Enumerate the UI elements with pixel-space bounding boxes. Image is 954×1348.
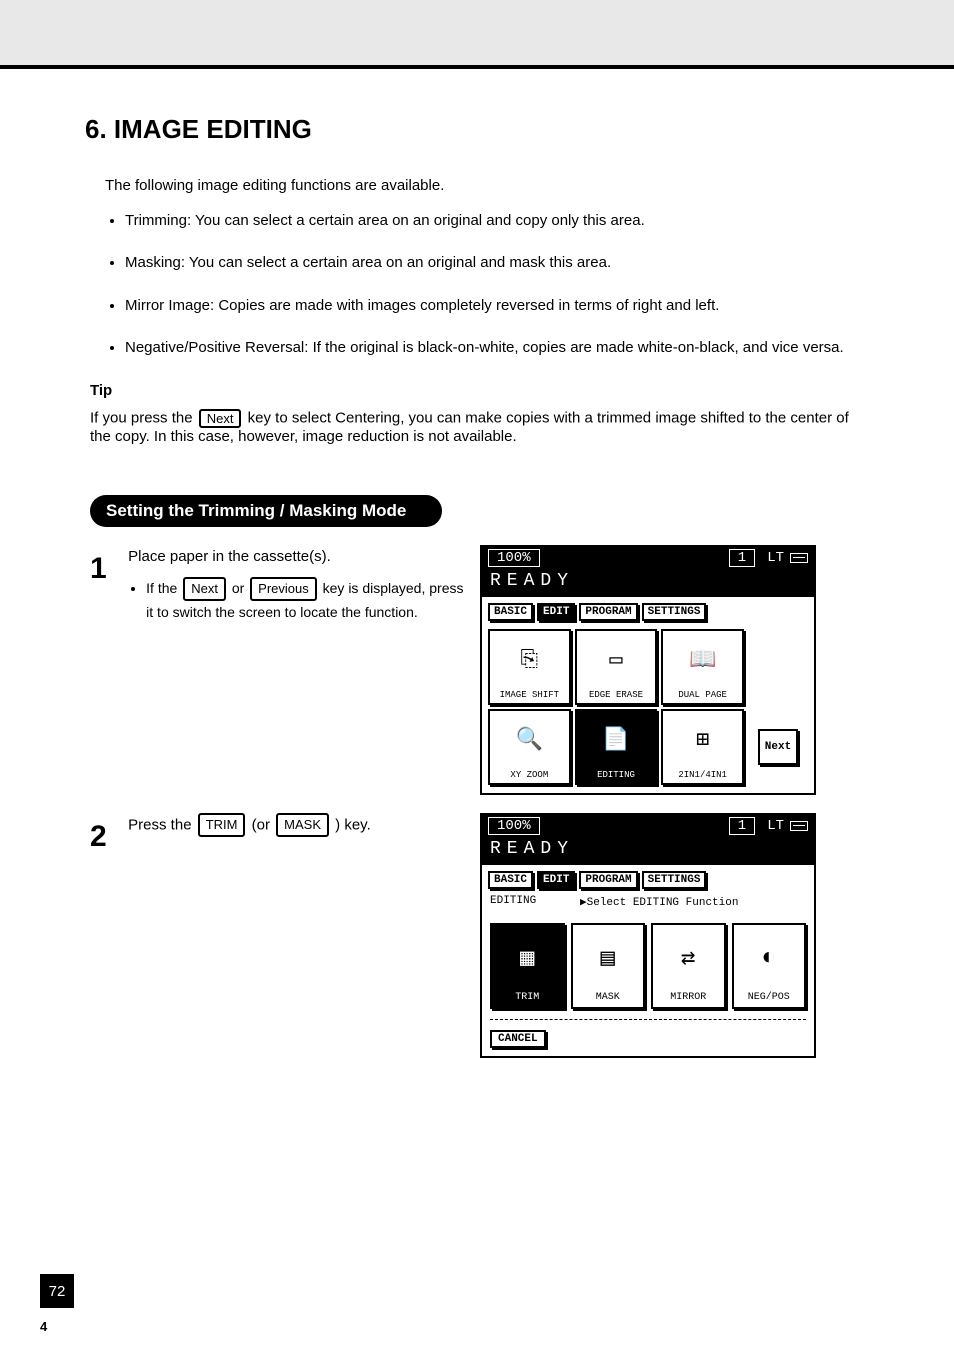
step1-sub-mid: or [232, 580, 248, 596]
func-negpos-label: NEG/POS [748, 992, 790, 1003]
panel2-subhead-left: EDITING [490, 895, 580, 909]
func-image-shift-label: IMAGE SHIFT [500, 690, 559, 700]
nin1-icon: ⊞ [696, 711, 709, 770]
panel2-strip: 100% 1 LT [482, 815, 814, 837]
func-editing[interactable]: 📄 EDITING [575, 709, 658, 785]
func-2in1-label: 2IN1/4IN1 [678, 770, 727, 780]
step-2-number: 2 [90, 813, 124, 861]
bullet-mirror: Mirror Image: Copies are made with image… [125, 295, 864, 318]
tab-settings[interactable]: SETTINGS [642, 603, 707, 621]
func-edge-erase-label: EDGE ERASE [589, 690, 643, 700]
dual-page-icon: 📖 [689, 631, 716, 690]
func-edge-erase[interactable]: ▭ EDGE ERASE [575, 629, 658, 705]
step2-mid: (or [252, 816, 275, 833]
panel1-strip: 100% 1 LT [482, 547, 814, 569]
panel1-status: READY [482, 569, 814, 597]
screenshot-panel-2: 100% 1 LT READY BASIC EDIT PROGRAM SET [480, 813, 816, 1058]
paper-icon [790, 553, 808, 563]
next-key-inline[interactable]: Next [199, 409, 242, 428]
section-name: IMAGE EDITING [114, 114, 312, 144]
step2-pre: Press the [128, 816, 196, 833]
func-image-shift[interactable]: ⎘ IMAGE SHIFT [488, 629, 571, 705]
bullet-masking: Masking: You can select a certain area o… [125, 252, 864, 275]
func-dual-page[interactable]: 📖 DUAL PAGE [661, 629, 744, 705]
mask-key-inline[interactable]: MASK [276, 813, 329, 838]
paper-icon-2 [790, 821, 808, 831]
edge-erase-icon: ▭ [609, 631, 622, 690]
next-key-step1[interactable]: Next [183, 577, 226, 602]
header-rule [0, 65, 954, 69]
panel2-zoom: 100% [488, 817, 540, 835]
panel1-count: 1 [729, 549, 755, 567]
func-mirror-label: MIRROR [670, 992, 706, 1003]
page-header-gray [0, 0, 954, 65]
subsection-pill: Setting the Trimming / Masking Mode [90, 495, 442, 527]
intro-lead: The following image editing functions ar… [105, 175, 864, 198]
panel2-count: 1 [729, 817, 755, 835]
step2-post: ) key. [335, 816, 371, 833]
mask-icon: ▤ [601, 925, 615, 992]
panel1-zoom: 100% [488, 549, 540, 567]
tab2-edit[interactable]: EDIT [537, 871, 575, 889]
func-trim[interactable]: ▦ TRIM [490, 923, 565, 1009]
tab-basic[interactable]: BASIC [488, 603, 533, 621]
editing-icon: 📄 [602, 711, 629, 770]
trim-icon: ▦ [520, 925, 534, 992]
tip-label: Tip [90, 382, 112, 399]
mirror-icon: ⇄ [681, 925, 695, 992]
section-number: 6. [85, 114, 107, 144]
tip-pre: If you press the [90, 409, 197, 426]
func-editing-label: EDITING [597, 770, 635, 780]
step-1-text: Place paper in the cassette(s). [128, 548, 331, 565]
func-xy-zoom-label: XY ZOOM [510, 770, 548, 780]
tab2-basic[interactable]: BASIC [488, 871, 533, 889]
next-button[interactable]: Next [758, 729, 798, 765]
tab2-settings[interactable]: SETTINGS [642, 871, 707, 889]
tab2-program[interactable]: PROGRAM [579, 871, 637, 889]
step1-sub-pre: If the [146, 580, 181, 596]
panel1-paper: LT [767, 550, 784, 566]
tab-edit[interactable]: EDIT [537, 603, 575, 621]
panel2-subhead-right: ▶Select EDITING Function [580, 895, 738, 909]
panel2-status: READY [482, 837, 814, 865]
chapter-number: 4 [40, 1319, 47, 1334]
xy-zoom-icon: 🔍 [516, 711, 543, 770]
func-dual-page-label: DUAL PAGE [678, 690, 727, 700]
image-shift-icon: ⎘ [521, 631, 539, 690]
section-title: 6. IMAGE EDITING [85, 114, 864, 145]
page-number: 72 [40, 1274, 74, 1308]
func-negpos[interactable]: ◐ NEG/POS [732, 923, 807, 1009]
func-2in1[interactable]: ⊞ 2IN1/4IN1 [661, 709, 744, 785]
bullet-negpos: Negative/Positive Reversal: If the origi… [125, 337, 864, 360]
cancel-button[interactable]: CANCEL [490, 1030, 546, 1048]
previous-key-step1[interactable]: Previous [250, 577, 317, 602]
negpos-icon: ◐ [762, 925, 776, 992]
panel2-paper: LT [767, 818, 784, 834]
func-trim-label: TRIM [515, 992, 539, 1003]
func-mirror[interactable]: ⇄ MIRROR [651, 923, 726, 1009]
screenshot-panel-1: 100% 1 LT READY BASIC EDIT PROGRAM SET [480, 545, 816, 795]
func-mask[interactable]: ▤ MASK [571, 923, 646, 1009]
tab-program[interactable]: PROGRAM [579, 603, 637, 621]
step-1-number: 1 [90, 545, 124, 593]
func-mask-label: MASK [596, 992, 620, 1003]
func-xy-zoom[interactable]: 🔍 XY ZOOM [488, 709, 571, 785]
bullet-trimming: Trimming: You can select a certain area … [125, 210, 864, 233]
trim-key-inline[interactable]: TRIM [198, 813, 246, 838]
